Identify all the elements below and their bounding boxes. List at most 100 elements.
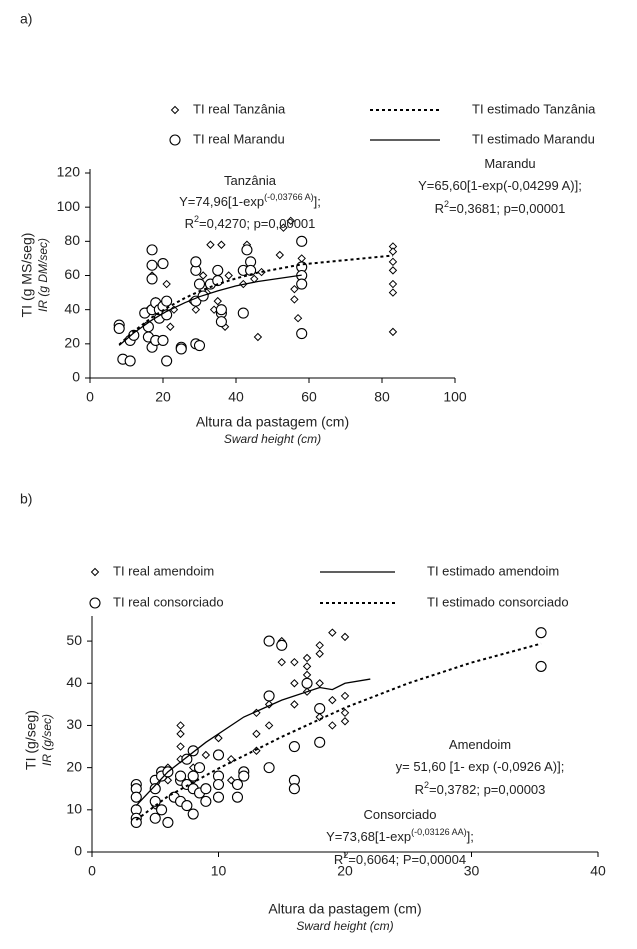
diamond-marker [290, 295, 299, 304]
annotation: R2=0,4270; p=0,00001 [185, 214, 316, 231]
circle-marker [181, 800, 193, 812]
circle-marker [215, 316, 227, 328]
circle-marker [161, 355, 173, 367]
x-tick-label: 100 [443, 389, 467, 405]
diamond-marker [198, 271, 208, 280]
y-tick-label: 40 [66, 674, 82, 690]
fit-line [118, 254, 394, 346]
circle-marker [314, 736, 326, 748]
superscript: 2 [194, 214, 199, 224]
fit-line [118, 274, 302, 346]
annotation: Marandu [484, 156, 535, 171]
x-tick-label: 0 [88, 863, 96, 879]
y-tick-label: 120 [57, 164, 81, 180]
circle-marker [288, 783, 300, 795]
circle-marker [157, 257, 169, 270]
y-tick-label: 80 [64, 232, 80, 248]
annotation-text: =0,3681; p=0,00001 [449, 201, 565, 216]
circle-marker [146, 273, 158, 285]
circle-marker [212, 791, 225, 803]
circle-marker [193, 278, 206, 290]
circle-marker [156, 804, 168, 816]
annotation-text: Y=74,96[1-exp [179, 194, 264, 209]
diamond-marker [264, 721, 274, 730]
annotation-text: ]; [467, 829, 474, 844]
diamond-marker [201, 750, 211, 760]
annotation: R2=0,3782; p=0,00003 [415, 780, 546, 797]
diamond-marker [176, 721, 185, 730]
diamond-marker [191, 305, 201, 314]
annotation-text: Y=65,60[1-exp(-0,04299 A)]; [418, 178, 582, 193]
diamond-marker [315, 679, 324, 688]
diamond-marker [290, 657, 299, 667]
y-tick-label: 60 [64, 266, 80, 282]
diamond-marker [277, 657, 286, 667]
circle-marker [296, 235, 308, 247]
diamond-marker [290, 679, 299, 688]
circle-marker [296, 328, 308, 340]
annotation-text: =0,6064; P=0,00004 [348, 852, 466, 867]
circle-marker [241, 244, 253, 256]
circle-marker [535, 660, 547, 672]
y-tick-label: 100 [57, 198, 81, 214]
circle-marker [89, 597, 101, 609]
annotation-text: R [415, 782, 424, 797]
fit-line [135, 642, 542, 821]
superscript: (-0,03126 AA) [411, 827, 467, 837]
legend-label: TI estimado amendoim [427, 563, 559, 578]
x-tick-label: 20 [155, 389, 171, 405]
circle-marker [200, 783, 212, 795]
diamond-marker [388, 288, 398, 297]
circle-marker [162, 816, 174, 829]
diamond-marker [328, 628, 337, 637]
diamond-marker [90, 567, 100, 577]
diamond-marker [388, 257, 398, 267]
circle-marker [187, 770, 199, 782]
annotation: R2=0,6064; P=0,00004 [334, 850, 466, 867]
annotation-text: =0,3782; p=0,00003 [429, 782, 545, 797]
annotation-text: Marandu [484, 156, 535, 171]
circle-marker [113, 322, 125, 335]
x-tick-label: 40 [228, 389, 244, 405]
diamond-marker [253, 332, 263, 342]
circle-marker [181, 753, 193, 765]
diamond-marker [340, 691, 350, 701]
circle-marker [263, 690, 275, 702]
y-tick-label: 0 [72, 369, 80, 385]
diamond-marker [286, 216, 295, 226]
diamond-marker [217, 240, 226, 249]
diamond-marker [206, 240, 215, 249]
circle-marker [212, 778, 225, 791]
diamond-marker [226, 776, 236, 785]
legend-label: TI real amendoim [113, 563, 214, 578]
annotation-text: Tanzânia [224, 173, 277, 188]
circle-marker [149, 783, 161, 795]
annotation: Tanzânia [224, 173, 277, 188]
legend-label: TI estimado consorciado [427, 594, 569, 609]
circle-marker [301, 677, 313, 689]
x-tick-label: 0 [86, 389, 94, 405]
diamond-marker [176, 729, 185, 739]
diamond-marker [302, 662, 312, 671]
y-tick-label: 50 [66, 632, 82, 648]
circle-marker [288, 740, 300, 753]
panel-label: b) [20, 491, 32, 507]
diamond-marker [224, 271, 233, 280]
y-tick-label: 0 [74, 843, 82, 859]
annotation: y= 51,60 [1- exp (-0,0926 A)]; [396, 759, 565, 774]
circle-marker [212, 264, 224, 276]
diamond-marker [328, 721, 337, 730]
superscript: 2 [424, 780, 429, 790]
y-axis-title: TI (g/seg) [23, 710, 39, 770]
annotation-text: =0,4270; p=0,00001 [199, 216, 315, 231]
circle-marker [130, 816, 142, 829]
circle-marker [161, 295, 173, 307]
x-axis-subtitle: Sward height (cm) [224, 432, 321, 446]
y-axis-subtitle: IR (g/sec) [40, 714, 54, 766]
diamond-marker [302, 670, 312, 680]
diamond-marker [226, 754, 236, 764]
diamond-marker [340, 708, 350, 718]
circle-marker [157, 334, 169, 346]
circle-marker [146, 244, 158, 256]
x-tick-label: 40 [590, 863, 606, 879]
